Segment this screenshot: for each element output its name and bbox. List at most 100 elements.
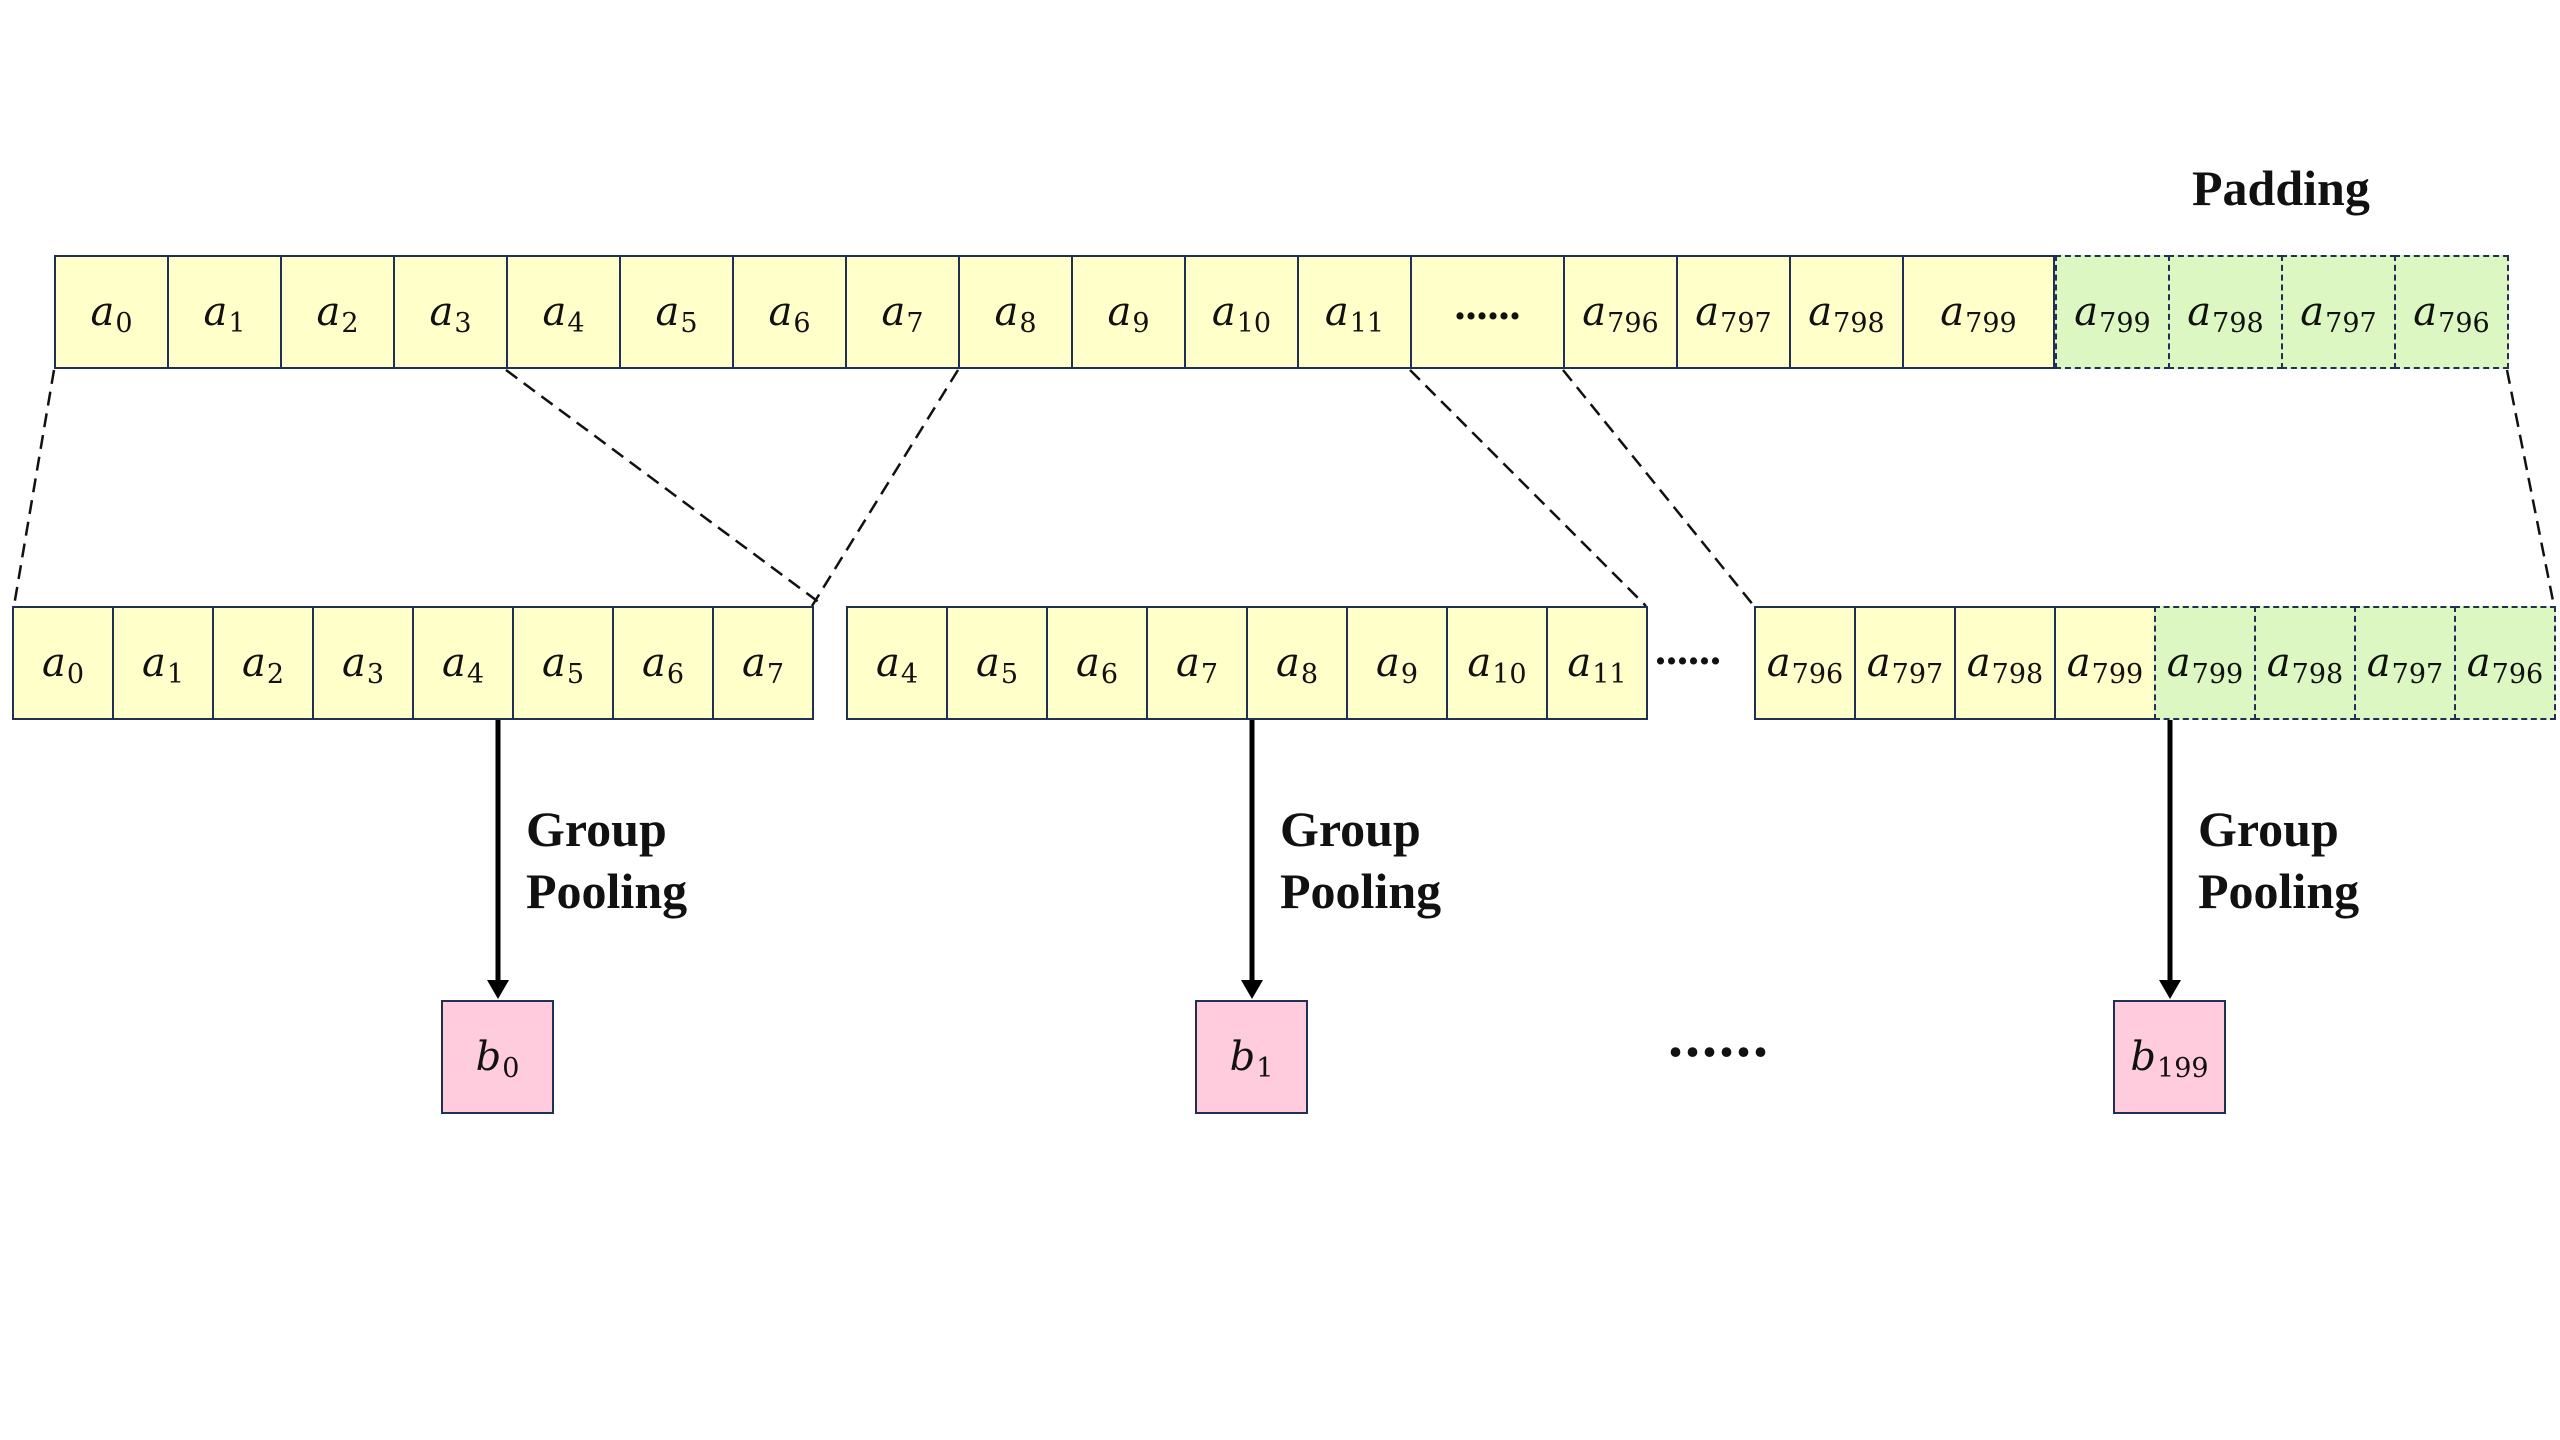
group-pooling-label-line: Group — [526, 801, 667, 857]
sequence-cell: a 11 — [1297, 255, 1412, 369]
cell-subscript: 4 — [567, 307, 585, 339]
cell-symbol: a — [1582, 289, 1607, 335]
cell-symbol: a — [875, 640, 900, 686]
sequence-cell: a 10 — [1184, 255, 1299, 369]
group-cell: a 799 — [2054, 606, 2156, 720]
cell-symbol: a — [241, 640, 266, 686]
sequence-cell: a 798 — [1789, 255, 1904, 369]
cell-symbol: a — [542, 289, 567, 335]
group-pooling-label: Group Pooling — [1280, 798, 1441, 922]
group-cell: a 11 — [1546, 606, 1648, 720]
group-padding-cell: a 798 — [2254, 606, 2356, 720]
cell-symbol: a — [641, 640, 666, 686]
cell-subscript: 796 — [1607, 307, 1659, 339]
cell-subscript: 10 — [1236, 307, 1272, 339]
cell-symbol: a — [1695, 289, 1720, 335]
cell-symbol: a — [1808, 289, 1833, 335]
cell-subscript: 11 — [1592, 658, 1627, 690]
pooling-arrow-head — [487, 980, 509, 999]
group-cell: a 798 — [1954, 606, 2056, 720]
cell-subscript: 6 — [666, 658, 685, 690]
cell-subscript: 798 — [2291, 658, 2344, 690]
cell-symbol: a — [2074, 289, 2099, 335]
output-cell: b 199 — [2113, 1000, 2226, 1114]
cell-symbol: a — [203, 289, 228, 335]
cell-symbol: a — [1866, 640, 1891, 686]
cell-subscript: 0 — [115, 307, 133, 339]
cell-symbol: a — [1175, 640, 1200, 686]
cell-subscript: 796 — [1791, 658, 1844, 690]
cell-symbol: a — [90, 289, 115, 335]
cell-subscript: 797 — [2325, 307, 2377, 339]
dashed-connector — [1562, 369, 1755, 607]
cell-symbol: a — [1275, 640, 1300, 686]
group-padding-cell: a 797 — [2354, 606, 2456, 720]
cell-symbol: a — [1375, 640, 1400, 686]
group-pooling-label: Group Pooling — [526, 798, 687, 922]
group-pooling-label-line: Pooling — [2198, 863, 2360, 919]
cell-symbol: a — [1567, 640, 1592, 686]
output-ellipsis: ...... — [1668, 1003, 1770, 1069]
cell-subscript: 799 — [1965, 307, 2017, 339]
cell-symbol: a — [2187, 289, 2212, 335]
cell-subscript: 798 — [2212, 307, 2264, 339]
group-padding-cell: a 799 — [2154, 606, 2256, 720]
cell-subscript: 7 — [906, 307, 924, 339]
cell-subscript: 1 — [166, 658, 185, 690]
pooling-arrow-head — [1241, 980, 1263, 999]
cell-symbol: a — [2266, 640, 2291, 686]
cell-symbol: a — [1211, 289, 1236, 335]
cell-symbol: a — [741, 640, 766, 686]
cell-symbol: a — [1075, 640, 1100, 686]
padding-cell: a 799 — [2055, 255, 2170, 369]
cell-symbol: a — [541, 640, 566, 686]
cell-subscript: 7 — [1200, 658, 1219, 690]
cell-symbol: a — [2066, 640, 2091, 686]
cell-symbol: a — [41, 640, 66, 686]
cell-subscript: 0 — [66, 658, 85, 690]
padding-cell: a 797 — [2281, 255, 2396, 369]
cell-subscript: 0 — [502, 1052, 520, 1084]
cell-symbol: a — [2366, 640, 2391, 686]
cell-symbol: a — [2300, 289, 2325, 335]
cell-subscript: 3 — [454, 307, 472, 339]
cell-subscript: 10 — [1492, 658, 1527, 690]
cell-subscript: 11 — [1349, 307, 1385, 339]
pooling-arrow-head — [2159, 980, 2181, 999]
cell-subscript: 796 — [2491, 658, 2544, 690]
sequence-cell: a 799 — [1902, 255, 2055, 369]
cell-symbol: a — [1940, 289, 1965, 335]
cell-symbol: a — [2413, 289, 2438, 335]
cell-subscript: 7 — [766, 658, 785, 690]
cell-symbol: a — [975, 640, 1000, 686]
cell-symbol: a — [141, 640, 166, 686]
cell-subscript: 9 — [1400, 658, 1419, 690]
group-pooling-label: Group Pooling — [2198, 798, 2359, 922]
dashed-connector — [505, 368, 825, 608]
dashed-connector — [2505, 369, 2556, 607]
group-padding-cell: a 796 — [2454, 606, 2556, 720]
cell-symbol: a — [2166, 640, 2191, 686]
cell-subscript: 2 — [266, 658, 285, 690]
cell-symbol: a — [1766, 640, 1791, 686]
group-pooling-label-line: Group — [2198, 801, 2339, 857]
cell-symbol: b — [1229, 1034, 1256, 1080]
ellipsis-cell: ...... — [1410, 255, 1565, 369]
